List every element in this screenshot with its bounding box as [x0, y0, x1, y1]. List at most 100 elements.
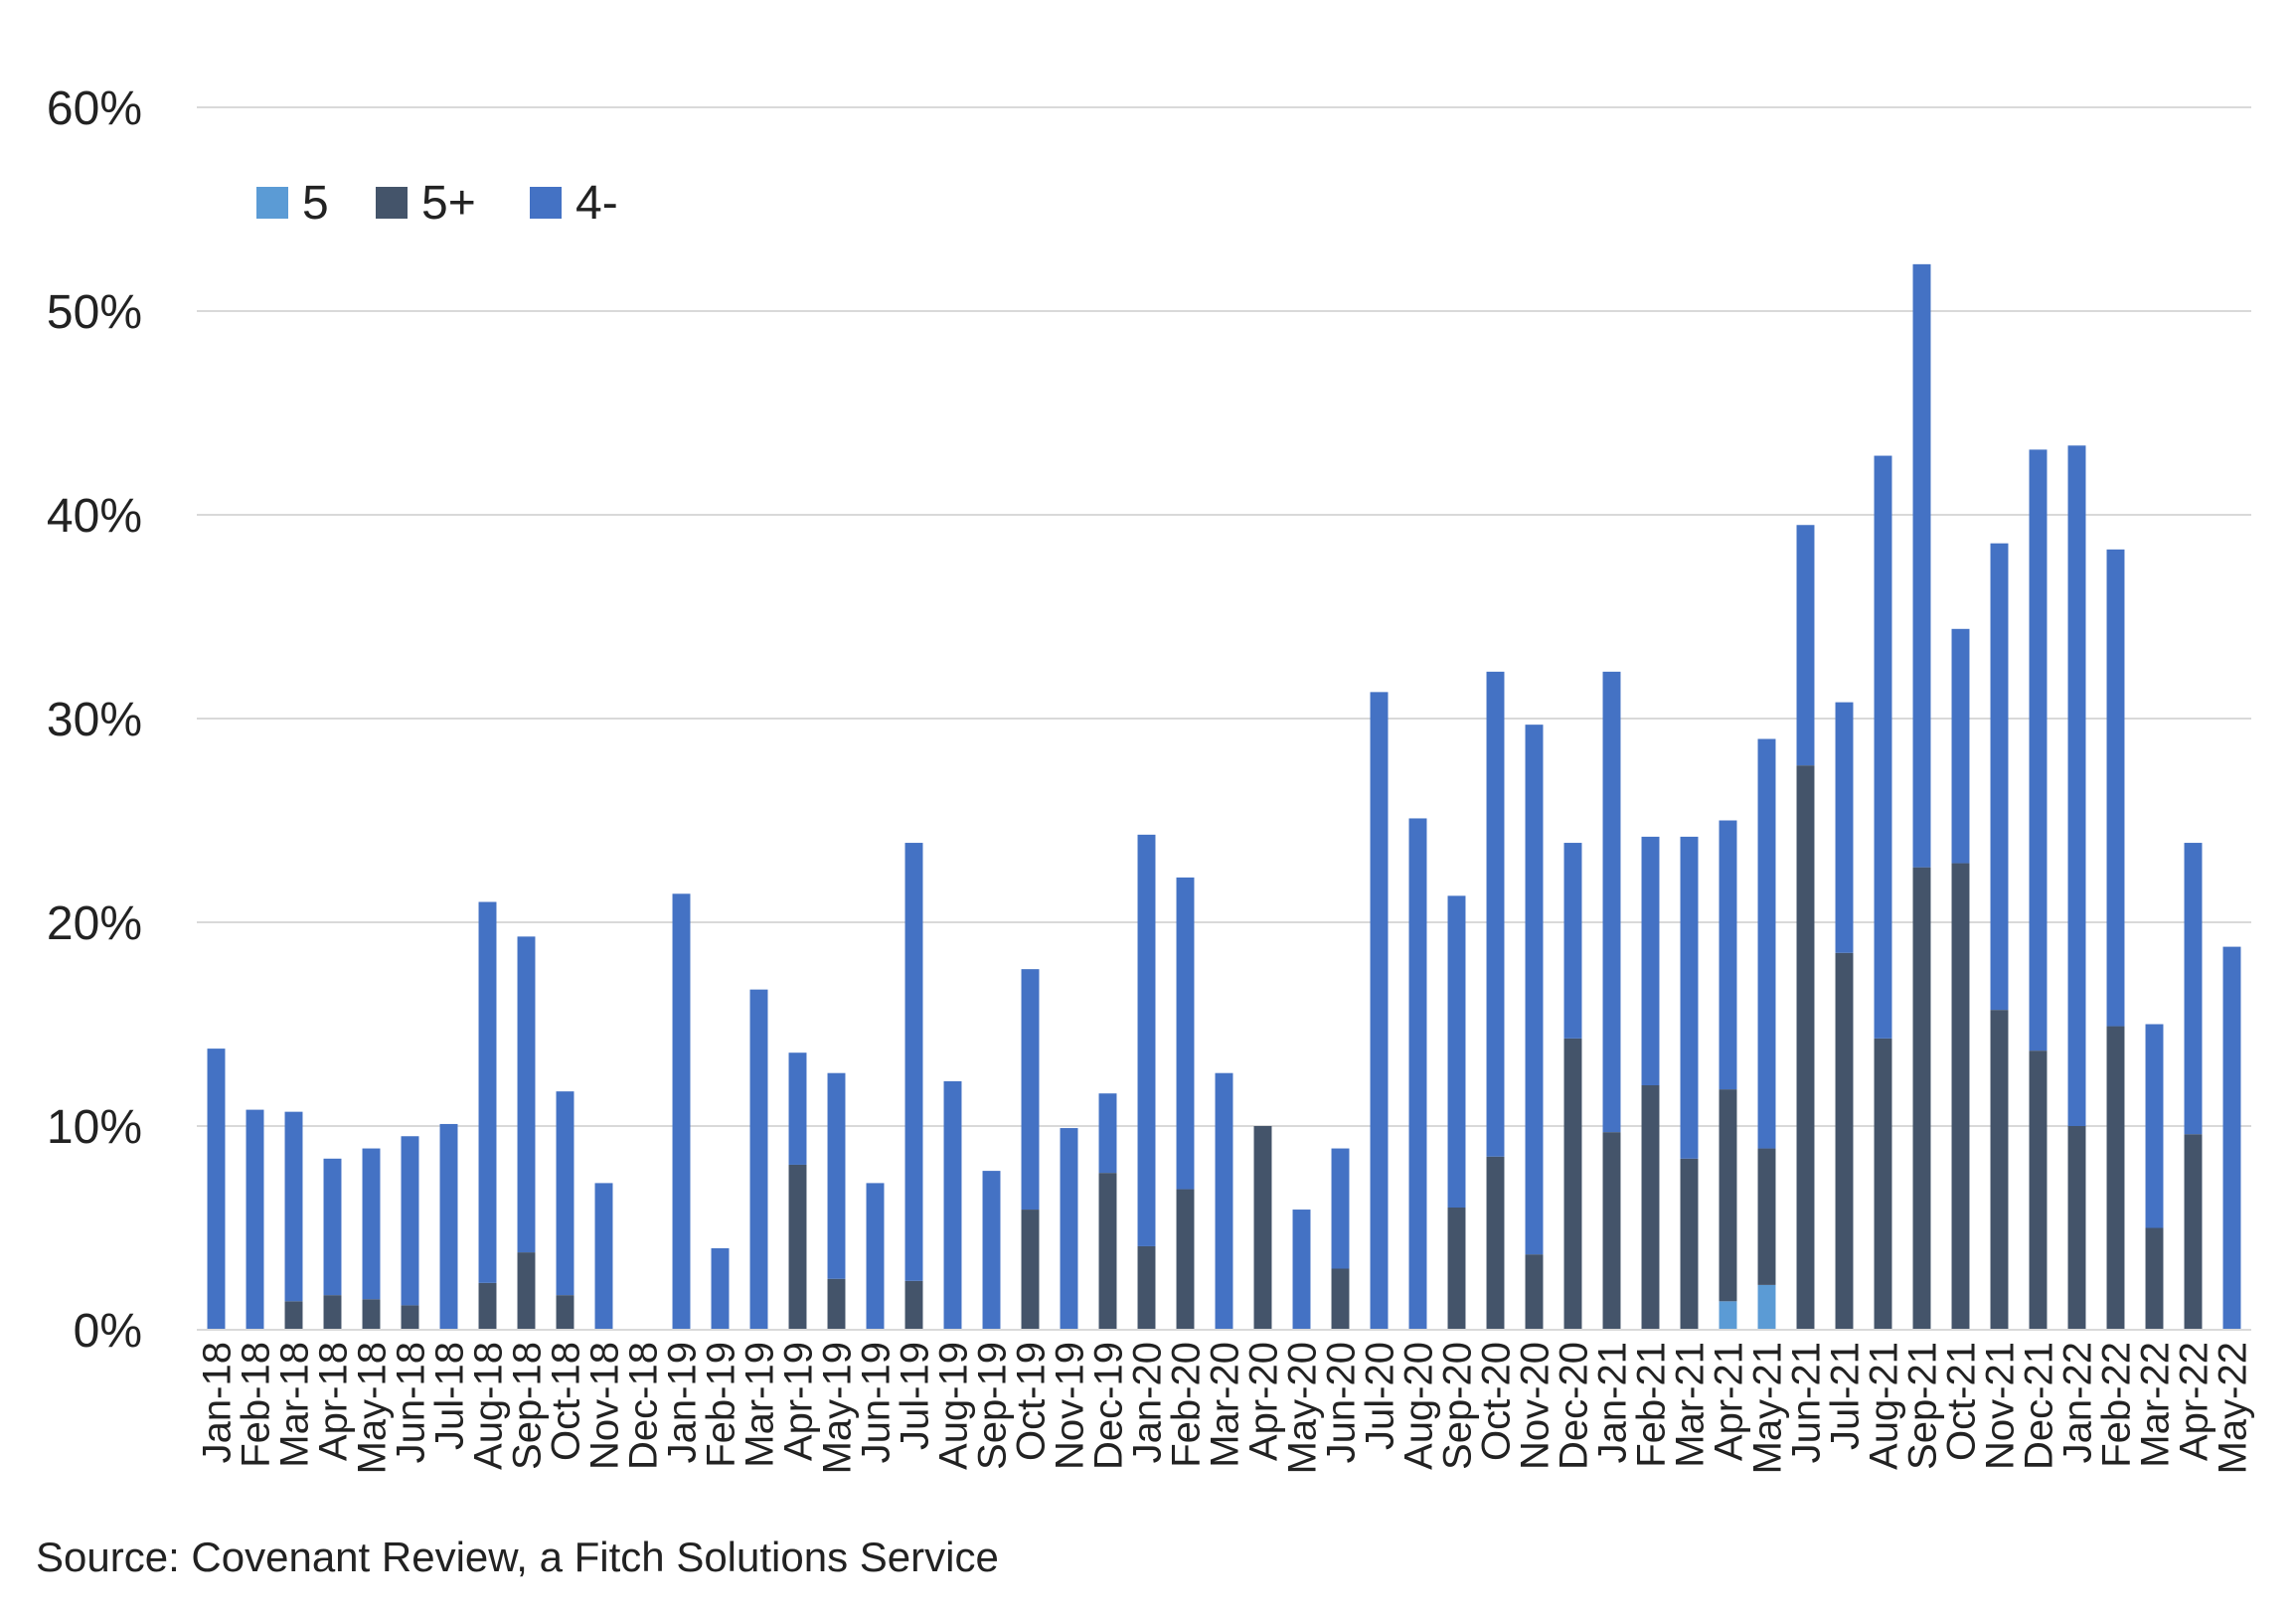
- x-tick-label: Jun-18: [390, 1342, 433, 1463]
- bar-segment-5+: [284, 1301, 303, 1330]
- bar-segment-5+: [2106, 1026, 2125, 1330]
- bar-segment-4-: [478, 901, 497, 1283]
- x-tick-label: Jan-19: [661, 1342, 705, 1463]
- bar-segment-5+: [2145, 1227, 2164, 1330]
- bar-segment-5+: [401, 1305, 419, 1330]
- bar-segment-5+: [478, 1282, 497, 1330]
- bar-segment-5+: [1874, 1038, 1892, 1330]
- x-tick-label: Feb-22: [2095, 1342, 2139, 1468]
- bar-segment-5+: [1525, 1254, 1544, 1330]
- x-tick-label: Oct-18: [545, 1342, 588, 1461]
- bar-segment-4-: [1292, 1210, 1311, 1330]
- legend-label: 5+: [421, 177, 476, 230]
- bar-segment-4-: [2067, 445, 2086, 1126]
- y-tick-label: 0%: [74, 1305, 142, 1358]
- bar-segment-4-: [672, 893, 691, 1330]
- x-tick-label: Feb-20: [1165, 1342, 1209, 1468]
- bar-segment-5+: [1253, 1126, 1272, 1330]
- bar-segment-5+: [1757, 1148, 1776, 1285]
- x-tick-label: Apr-18: [312, 1342, 356, 1461]
- bar-segment-4-: [1331, 1148, 1350, 1269]
- bar-segment-5+: [1331, 1268, 1350, 1330]
- bar-segment-5: [1757, 1284, 1776, 1330]
- x-tick-label: Jan-18: [196, 1342, 240, 1463]
- bar-segment-4-: [1060, 1128, 1078, 1330]
- x-tick-label: Mar-19: [738, 1342, 782, 1468]
- bar-segment-4-: [1680, 836, 1699, 1159]
- bar-segment-4-: [1486, 671, 1505, 1157]
- bar-segment-4-: [2222, 946, 2241, 1330]
- bar-segment-4-: [362, 1148, 381, 1300]
- bar-segment-5+: [1951, 863, 1970, 1330]
- bar-segment-4-: [207, 1049, 226, 1330]
- x-tick-label: Jul-19: [894, 1342, 937, 1450]
- bar-segment-4-: [749, 989, 768, 1330]
- bar-segment-5+: [2184, 1134, 2203, 1330]
- x-tick-label: Jun-20: [1320, 1342, 1364, 1463]
- x-tick-label: Jan-20: [1126, 1342, 1170, 1463]
- x-tick-label: Oct-20: [1475, 1342, 1519, 1461]
- bar-segment-5+: [827, 1278, 846, 1330]
- x-tick-label: Aug-20: [1397, 1342, 1441, 1470]
- bar-segment-4-: [2029, 449, 2048, 1051]
- bar-segment-4-: [1021, 969, 1040, 1211]
- bar-segment-5+: [1486, 1156, 1505, 1330]
- y-axis: 0% 10% 20% 30% 40% 50% 60%: [47, 82, 142, 1358]
- x-tick-label: Apr-20: [1242, 1342, 1286, 1461]
- bar-segment-4-: [1719, 820, 1737, 1090]
- bar-segment-4-: [711, 1248, 730, 1330]
- bar-segment-5+: [2029, 1051, 2048, 1330]
- x-tick-label: Dec-20: [1553, 1342, 1596, 1470]
- bar-segment-4-: [982, 1171, 1001, 1330]
- x-tick-label: Nov-21: [1979, 1342, 2023, 1470]
- bar-segment-4-: [904, 843, 923, 1281]
- x-tick-label: Jan-21: [1591, 1342, 1635, 1463]
- x-tick-label: Apr-22: [2173, 1342, 2216, 1461]
- bar-segment-5+: [1602, 1132, 1621, 1330]
- gridlines: [197, 106, 2251, 1127]
- x-tick-label: Jul-20: [1359, 1342, 1402, 1450]
- bar-segment-5+: [517, 1252, 536, 1330]
- x-tick-label: Jul-21: [1824, 1342, 1868, 1450]
- x-tick-label: Nov-19: [1049, 1342, 1092, 1470]
- bar-segment-4-: [827, 1072, 846, 1279]
- x-tick-label: Mar-20: [1204, 1342, 1247, 1468]
- bar-segment-5+: [362, 1299, 381, 1330]
- bar-segment-4-: [246, 1109, 264, 1330]
- x-tick-label: Jun-21: [1785, 1342, 1829, 1463]
- y-tick-label: 20%: [47, 897, 142, 950]
- x-axis: Jan-18Feb-18Mar-18Apr-18May-18Jun-18Jul-…: [196, 1329, 2255, 1474]
- legend-swatch-5+: [376, 187, 408, 219]
- x-tick-label: Sep-21: [1901, 1342, 1945, 1470]
- bar-segment-4-: [1951, 628, 1970, 864]
- x-tick-label: Dec-21: [2018, 1342, 2061, 1470]
- x-tick-label: Oct-21: [1940, 1342, 1984, 1461]
- x-tick-label: Jan-22: [2056, 1342, 2100, 1463]
- x-tick-label: Dec-18: [622, 1342, 666, 1470]
- bar-segment-4-: [1796, 525, 1815, 766]
- x-tick-label: Jun-19: [855, 1342, 899, 1463]
- x-tick-label: Dec-19: [1087, 1342, 1131, 1470]
- source-note: Source: Covenant Review, a Fitch Solutio…: [36, 1534, 999, 1580]
- x-tick-label: Sep-18: [506, 1342, 550, 1470]
- bar-segment-4-: [1874, 455, 1892, 1039]
- bar-segment-4-: [1990, 543, 2009, 1011]
- x-tick-label: May-18: [351, 1342, 395, 1474]
- x-tick-label: Nov-20: [1514, 1342, 1558, 1470]
- x-tick-label: Feb-19: [700, 1342, 743, 1468]
- bar-segment-4-: [1176, 877, 1195, 1190]
- bar-segment-4-: [1098, 1093, 1117, 1174]
- x-tick-label: Mar-22: [2134, 1342, 2178, 1468]
- bar-segment-5+: [1137, 1245, 1156, 1330]
- bar-segment-5+: [1835, 952, 1854, 1330]
- x-tick-label: May-21: [1746, 1342, 1790, 1474]
- bar-segment-4-: [284, 1111, 303, 1302]
- bar-segment-4-: [1757, 738, 1776, 1149]
- bar-segment-4-: [1563, 843, 1582, 1039]
- bar-segment-4-: [556, 1091, 574, 1296]
- legend-swatch-4-: [530, 187, 562, 219]
- bar-segment-5+: [1447, 1208, 1466, 1330]
- bar-segment-5+: [323, 1295, 342, 1330]
